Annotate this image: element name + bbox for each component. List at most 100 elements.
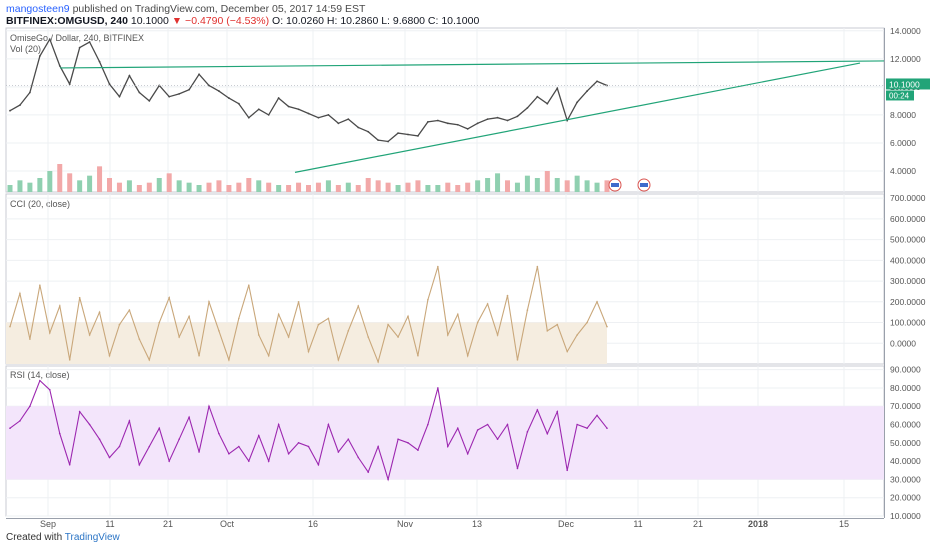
volume-bar xyxy=(554,178,560,192)
rsi-point xyxy=(447,445,449,448)
price-point xyxy=(387,140,389,143)
rsi-point xyxy=(287,453,290,455)
rsi-point xyxy=(158,427,161,429)
footer: Created with TradingView xyxy=(6,532,120,543)
volume-bar xyxy=(355,185,361,192)
cci-point xyxy=(466,354,469,357)
volume-bar xyxy=(435,185,441,192)
price-point xyxy=(436,119,439,122)
cci-point xyxy=(407,315,409,318)
price-point xyxy=(546,102,549,105)
price-point xyxy=(287,105,290,108)
rsi-point xyxy=(297,442,300,444)
rsi-point xyxy=(546,432,549,435)
volume-label: Vol (20) xyxy=(10,44,42,54)
cci-point xyxy=(297,301,300,303)
support-trendline xyxy=(294,62,861,173)
price-point xyxy=(456,123,459,126)
volume-bar xyxy=(286,185,292,192)
cci-point xyxy=(218,330,220,332)
tradingview-brand[interactable]: TradingView xyxy=(64,532,120,543)
time-tick-label: 15 xyxy=(839,519,849,529)
cci-point xyxy=(228,359,230,361)
volume-bar xyxy=(276,185,282,192)
rsi-point xyxy=(437,387,439,389)
price-point xyxy=(68,83,71,85)
rsi-point xyxy=(337,451,340,453)
price-point xyxy=(357,126,360,129)
price-point xyxy=(397,132,399,135)
volume-bar xyxy=(465,182,471,192)
price-point xyxy=(586,90,588,92)
volume-bar xyxy=(77,180,83,192)
rsi-point xyxy=(208,405,210,408)
price-point xyxy=(367,130,370,133)
rsi-point xyxy=(576,423,578,426)
rsi-point xyxy=(178,438,180,440)
rsi-point xyxy=(317,463,320,466)
volume-bar xyxy=(345,182,351,192)
cci-point xyxy=(168,296,170,299)
rsi-point xyxy=(397,438,399,440)
cci-point xyxy=(9,325,11,328)
rsi-point xyxy=(476,429,479,431)
cci-point xyxy=(248,284,250,287)
cci-point xyxy=(387,323,389,326)
price-point xyxy=(277,97,280,99)
cci-point xyxy=(337,359,340,361)
volume-bar xyxy=(574,175,580,192)
price-series-line xyxy=(9,37,608,143)
cci-point xyxy=(287,336,290,338)
rsi-tick-label: 80.0000 xyxy=(890,383,921,393)
volume-bar xyxy=(126,180,132,192)
price-point xyxy=(417,135,419,137)
volume-bar xyxy=(256,180,262,192)
volume-bar xyxy=(385,182,391,192)
cci-tick-label: 300.0000 xyxy=(890,276,926,286)
rsi-tick-label: 30.0000 xyxy=(890,474,921,484)
volume-bar xyxy=(534,178,540,192)
rsi-point xyxy=(19,420,21,422)
ohlc-values: O: 10.0260 H: 10.2860 L: 9.6800 C: 10.10… xyxy=(272,15,480,27)
rsi-point xyxy=(357,456,360,459)
cci-point xyxy=(138,338,141,340)
rsi-point xyxy=(49,388,51,391)
price-point xyxy=(307,112,310,115)
price-point xyxy=(317,116,320,119)
volume-bar xyxy=(325,180,331,192)
price-point xyxy=(48,38,51,41)
rsi-point xyxy=(267,460,270,462)
price-point xyxy=(377,139,380,142)
volume-bar xyxy=(146,182,152,192)
time-tick-label: 2018 xyxy=(748,519,768,529)
price-point xyxy=(427,121,429,123)
volume-bars xyxy=(7,164,610,192)
cci-tick-label: 200.0000 xyxy=(890,297,926,307)
last-price: 10.1000 xyxy=(130,15,169,27)
volume-bar xyxy=(107,178,112,192)
price-point xyxy=(247,116,250,119)
cci-point xyxy=(178,336,180,338)
rsi-point xyxy=(238,445,240,448)
cci-point xyxy=(447,334,449,336)
volume-bar xyxy=(27,182,33,192)
rsi-point xyxy=(536,409,539,411)
volume-bar xyxy=(415,180,421,192)
rsi-point xyxy=(307,445,310,448)
cci-point xyxy=(427,298,429,301)
price-pane-title: OmiseGo / Dollar, 240, BITFINEX xyxy=(10,33,145,43)
author-name[interactable]: mangosteen9 xyxy=(6,3,70,15)
rsi-point xyxy=(218,432,220,435)
publish-text: published on TradingView.com, December 0… xyxy=(72,3,366,15)
price-point xyxy=(446,122,449,125)
price-point xyxy=(19,104,21,106)
time-tick-label: 21 xyxy=(693,519,703,529)
cci-point xyxy=(606,325,608,328)
volume-bar xyxy=(236,182,242,192)
volume-bar xyxy=(206,182,212,192)
cci-point xyxy=(257,334,260,336)
rsi-point xyxy=(188,416,190,419)
cci-point xyxy=(317,323,320,326)
price-point xyxy=(476,122,479,125)
